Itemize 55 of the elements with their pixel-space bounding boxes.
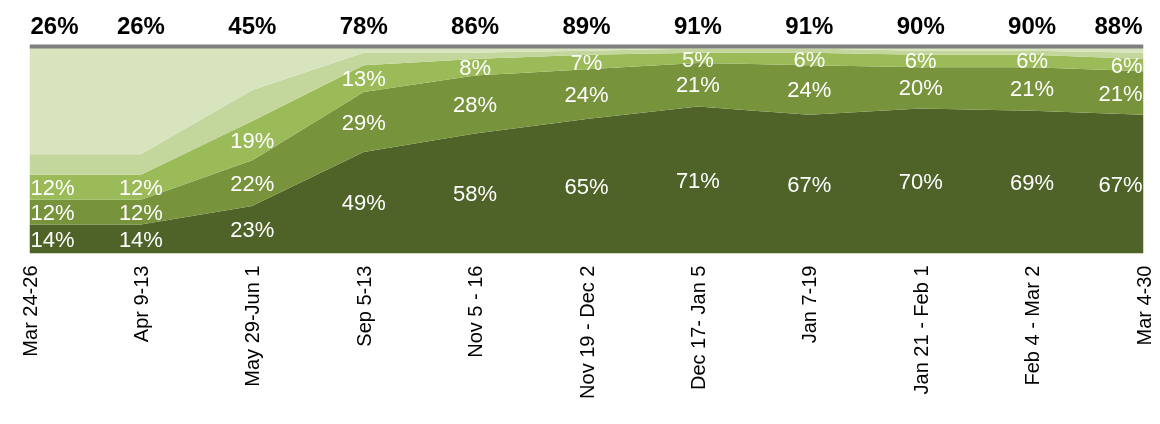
data-label: 13% [341, 66, 386, 92]
text: 78% [339, 11, 388, 39]
data-label: 49% [341, 190, 386, 216]
data-label: 8% [459, 54, 491, 80]
data-label: 6% [793, 47, 826, 73]
x-tick-label: Mar 4-30 [1132, 265, 1155, 346]
text: 86% [451, 11, 500, 39]
data-label: 12% [30, 174, 75, 200]
data-label: 5% [682, 47, 714, 73]
x-tick-label: Sep 5-13 [352, 265, 375, 347]
x-tick-label: Mar 24-26 [18, 265, 41, 357]
text: 89% [562, 11, 611, 39]
data-label: 6% [1016, 48, 1048, 74]
data-label: 23% [230, 217, 275, 243]
x-tick-label: May 29-Jun 1 [241, 265, 264, 387]
x-tick-label: Apr 9-13 [129, 265, 152, 343]
data-label: 70% [898, 168, 943, 194]
data-label: 67% [1098, 171, 1143, 197]
data-label: 69% [1010, 169, 1055, 195]
data-label: 28% [453, 91, 498, 117]
data-label: 19% [230, 128, 275, 154]
data-label: 12% [118, 199, 163, 225]
x-tick-label: Nov 19 - Dec 2 [575, 265, 598, 399]
data-label: 24% [564, 81, 609, 107]
data-label: 6% [1110, 52, 1143, 78]
data-label: 7% [570, 49, 603, 75]
data-label: 21% [1098, 80, 1143, 106]
data-label: 21% [1010, 76, 1055, 102]
data-label: 65% [564, 173, 609, 199]
text: 90% [1008, 11, 1057, 39]
data-label: 6% [904, 48, 937, 74]
text: 26% [30, 11, 79, 39]
text: 26% [116, 11, 165, 39]
x-tick-label: Dec 17- Jan 5 [686, 265, 709, 391]
data-label: 14% [30, 226, 75, 252]
data-label: 12% [30, 199, 75, 225]
data-label: 21% [675, 72, 720, 98]
text: 90% [896, 11, 945, 39]
data-label: 58% [453, 180, 498, 206]
x-tick-label: Feb 4 - Mar 2 [1021, 265, 1044, 386]
data-label: 71% [675, 167, 720, 193]
data-label: 29% [341, 109, 386, 135]
x-tick-label: Nov 5 - 16 [464, 265, 487, 358]
x-tick-label: Jan 7-19 [798, 265, 821, 344]
data-label: 67% [787, 171, 832, 197]
data-label: 12% [118, 174, 163, 200]
data-label: 14% [118, 226, 163, 252]
text: 45% [228, 11, 277, 39]
data-label: 24% [787, 77, 832, 103]
text: 88% [1094, 11, 1143, 39]
x-tick-label: Jan 21 - Feb 1 [909, 265, 932, 395]
data-label: 20% [898, 75, 943, 101]
text: 91% [785, 11, 834, 39]
text: 91% [673, 11, 722, 39]
data-label: 22% [230, 170, 275, 196]
